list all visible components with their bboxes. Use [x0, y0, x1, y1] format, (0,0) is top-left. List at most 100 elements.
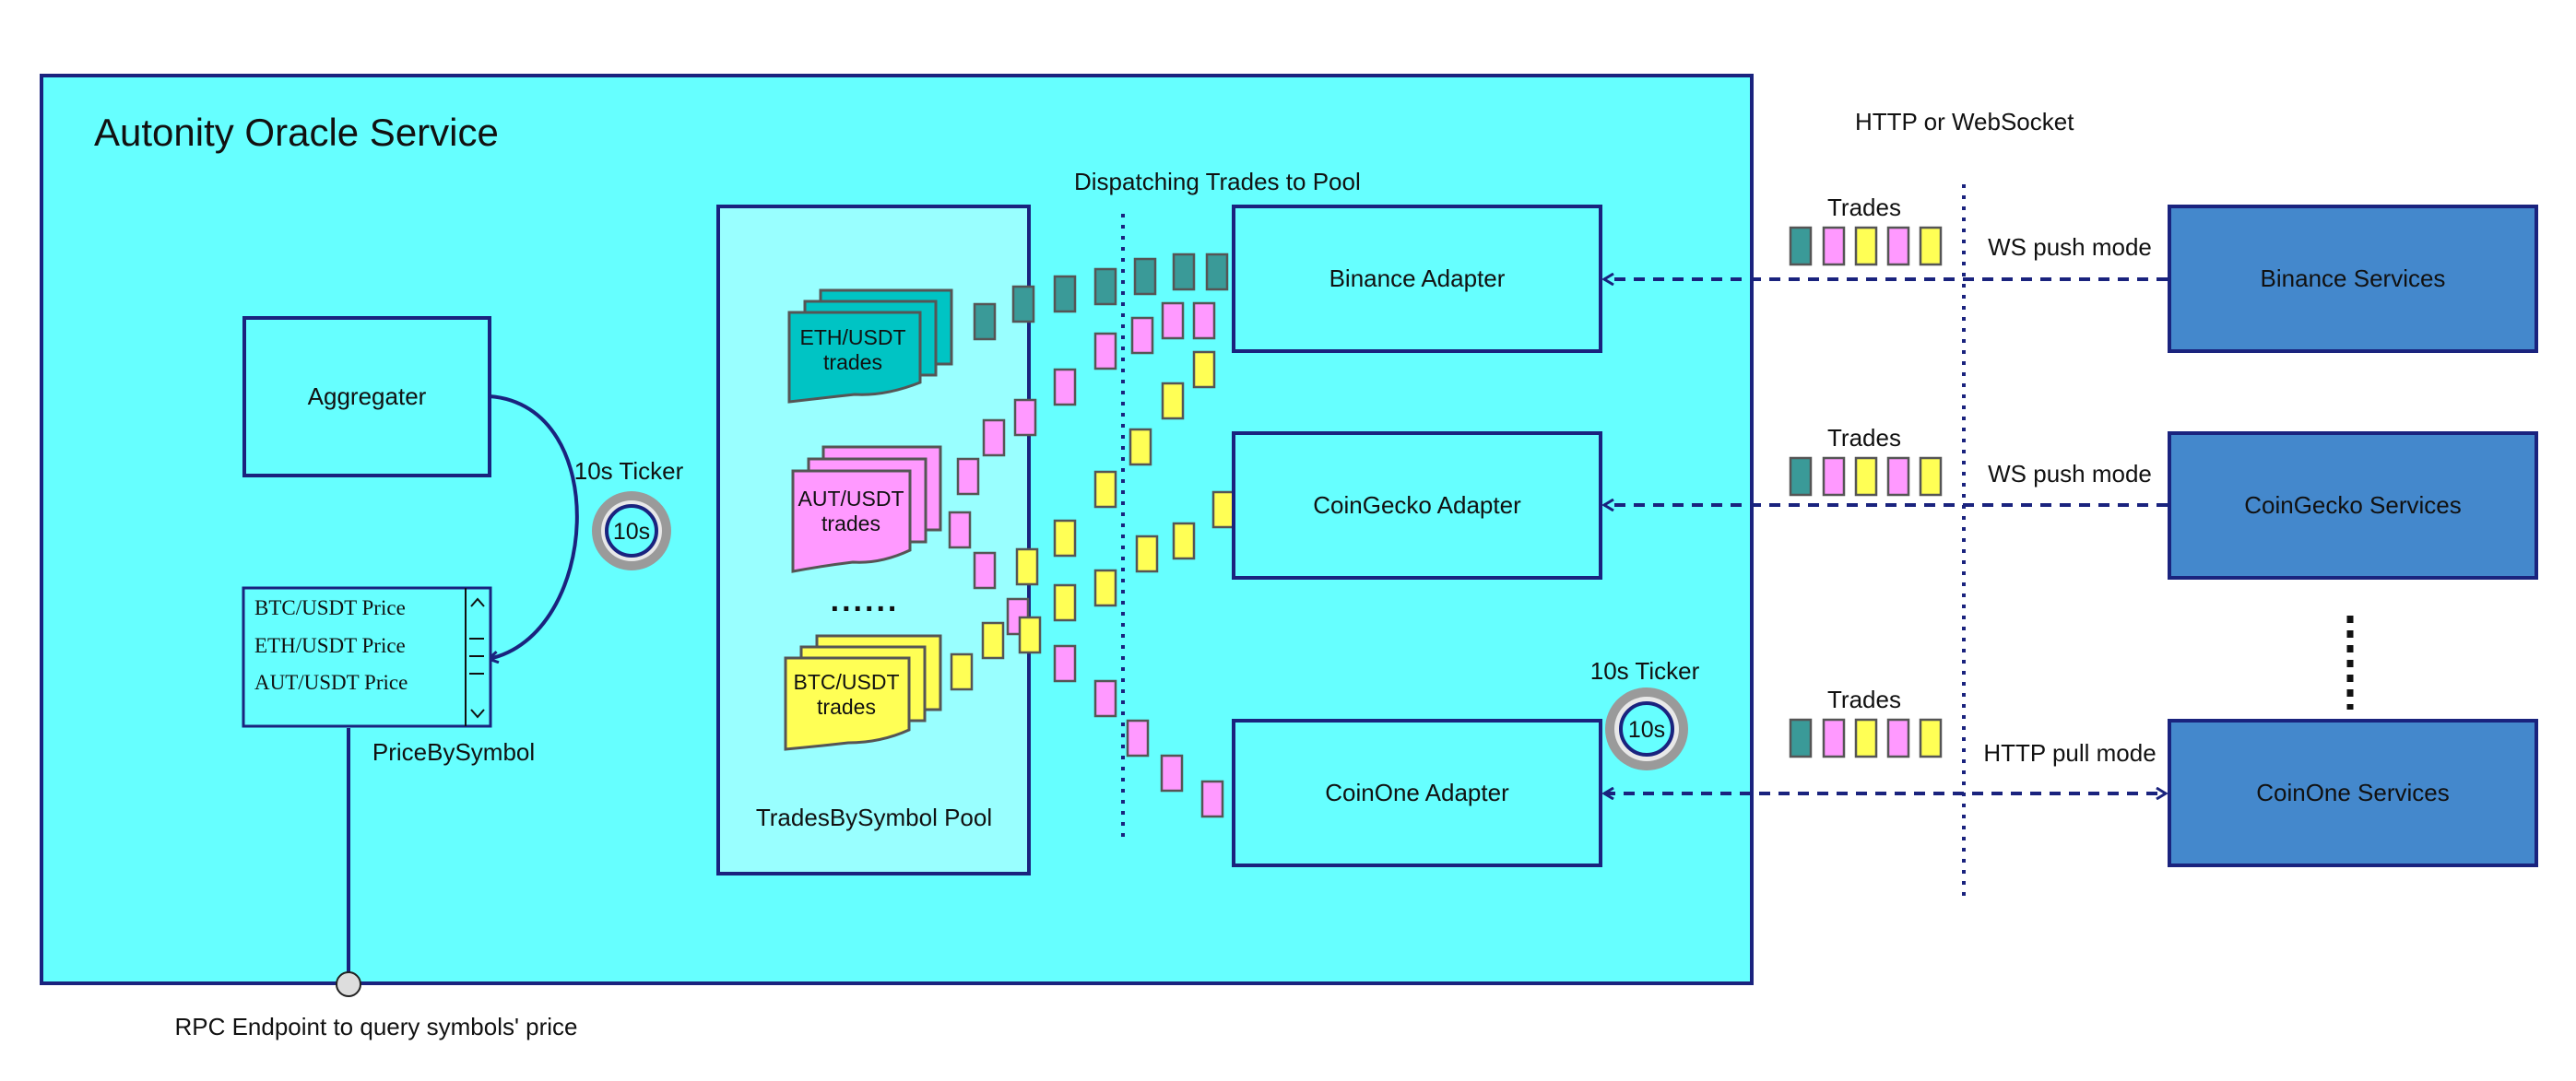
trade-block: [1161, 382, 1185, 420]
trade-block: [1192, 301, 1216, 340]
trade-block: [1192, 350, 1216, 389]
coingecko-services-box: [2168, 431, 2538, 580]
rpc-endpoint[interactable]: [336, 971, 361, 997]
eth-stack-line2: trades: [823, 350, 882, 374]
trade-block: [1093, 470, 1117, 509]
btc-stack-line2: trades: [817, 695, 876, 719]
trade-block: [1135, 535, 1159, 573]
trade-block: [1053, 644, 1077, 683]
rpc-label: RPC Endpoint to query symbols' price: [174, 1013, 577, 1040]
scroll-down-icon[interactable]: [470, 709, 485, 719]
ticker-2-title: 10s Ticker: [1590, 657, 1700, 685]
binance-adapter-box: [1232, 205, 1602, 353]
ticker-2: 10s: [1605, 687, 1688, 770]
trade-block: [1160, 754, 1184, 793]
trade-block: [1789, 718, 1813, 758]
trade-block: [1172, 522, 1196, 560]
trades-label-1: Trades: [1827, 194, 1901, 221]
price-by-symbol-label: PriceBySymbol: [372, 738, 535, 766]
trade-block: [1128, 428, 1152, 466]
ticker-1: 10s: [592, 491, 671, 570]
trade-block: [1211, 490, 1235, 529]
mode-label-3: HTTP pull mode: [1983, 739, 2156, 767]
dispatched-trades: [948, 253, 1235, 818]
coinone-adapter-label: CoinOne Adapter: [1325, 779, 1509, 806]
binance-services-box: [2168, 205, 2538, 353]
aut-trades-stack: AUT/USDT trades: [791, 445, 942, 573]
trades-label-2: Trades: [1827, 424, 1901, 452]
price-item-aut: AUT/USDT Price: [254, 671, 408, 694]
trade-block: [1205, 253, 1229, 291]
coinone-adapter-box: [1232, 719, 1602, 867]
mode-label-1: WS push mode: [1988, 233, 2152, 261]
eth-trades-stack: ETH/USDT trades: [787, 288, 953, 404]
trade-block: [1093, 679, 1117, 718]
mode-label-2: WS push mode: [1988, 460, 2152, 488]
trades-row-2: [1789, 456, 1943, 497]
price-item-eth: ETH/USDT Price: [254, 634, 406, 657]
trade-block: [981, 621, 1005, 660]
trade-block: [1133, 257, 1157, 296]
trade-block: [950, 652, 974, 691]
trade-block: [1822, 456, 1846, 497]
trade-block: [982, 418, 1006, 457]
trade-block: [948, 511, 972, 549]
trade-block: [1093, 569, 1117, 607]
coinone-services-box: [2168, 719, 2538, 867]
aut-stack-line1: AUT/USDT: [798, 487, 904, 511]
aut-stack-line2: trades: [821, 511, 880, 535]
trade-block: [1789, 226, 1813, 266]
trade-block: [1126, 719, 1150, 758]
dispatch-label: Dispatching Trades to Pool: [1074, 168, 1361, 195]
coingecko-services-label: CoinGecko Services: [2244, 491, 2462, 519]
eth-stack-line1: ETH/USDT: [800, 325, 906, 349]
trade-block: [1093, 267, 1117, 306]
ticker-1-value: 10s: [613, 519, 650, 545]
trade-block: [1822, 718, 1846, 758]
trade-block: [1172, 253, 1196, 291]
trade-block: [1053, 368, 1077, 406]
btc-stack-line1: BTC/USDT: [794, 670, 900, 694]
trade-block: [1854, 226, 1878, 266]
coingecko-adapter-label: CoinGecko Adapter: [1313, 491, 1521, 519]
trade-block: [1053, 275, 1077, 313]
service-title: Autonity Oracle Service: [94, 111, 499, 154]
trades-label-3: Trades: [1827, 686, 1901, 713]
trade-block: [1886, 226, 1910, 266]
protocol-label: HTTP or WebSocket: [1855, 108, 2074, 135]
pool-label: TradesBySymbol Pool: [756, 804, 992, 831]
trade-block: [1886, 718, 1910, 758]
trade-block: [1015, 547, 1039, 586]
trade-block: [1018, 616, 1042, 654]
trade-block: [1789, 456, 1813, 497]
price-item-btc: BTC/USDT Price: [254, 596, 406, 619]
ticker-2-value: 10s: [1628, 717, 1665, 743]
trade-block: [956, 457, 980, 496]
trade-block: [1886, 456, 1910, 497]
trade-block: [1919, 456, 1943, 497]
trade-block: [973, 551, 997, 590]
trade-block: [1200, 780, 1224, 818]
trade-block: [1053, 519, 1077, 558]
trade-block: [1854, 718, 1878, 758]
aggregator-box: [242, 316, 491, 477]
aggregator-to-price-arrow: [489, 394, 579, 659]
scroll-up-icon[interactable]: [470, 597, 485, 607]
ticker-1-title: 10s Ticker: [574, 457, 684, 485]
pool-ellipsis: ......: [831, 583, 900, 618]
trade-block: [1053, 583, 1077, 622]
binance-adapter-label: Binance Adapter: [1329, 264, 1506, 292]
trades-row-1: [1789, 226, 1943, 266]
aggregator-label: Aggregater: [308, 382, 427, 410]
trade-block: [1919, 718, 1943, 758]
coinone-services-label: CoinOne Services: [2256, 779, 2450, 806]
trade-block: [1093, 332, 1117, 370]
trade-block: [1919, 226, 1943, 266]
trade-block: [973, 302, 997, 341]
binance-services-label: Binance Services: [2261, 264, 2446, 292]
price-by-symbol-box: [242, 586, 492, 728]
trade-block: [1011, 285, 1035, 323]
trade-block: [1161, 301, 1185, 340]
